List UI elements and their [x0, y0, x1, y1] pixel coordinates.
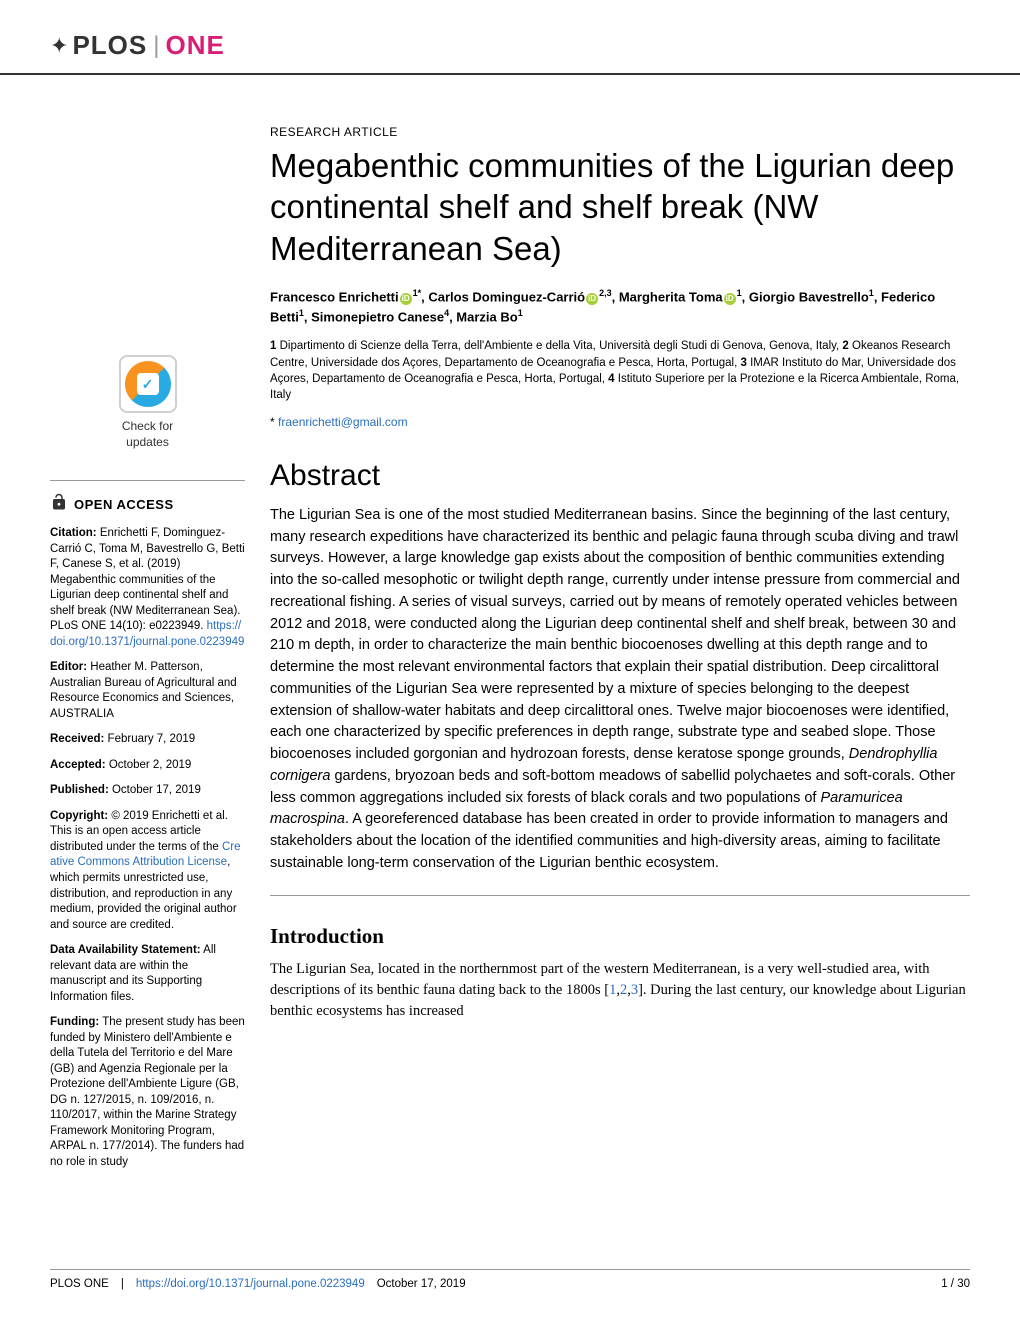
- introduction-heading: Introduction: [270, 924, 970, 949]
- corresponding-email-link[interactable]: fraenrichetti@gmail.com: [278, 415, 408, 429]
- open-access-label: OPEN ACCESS: [74, 497, 174, 512]
- main-container: ✓ Check forupdates OPEN ACCESS Citation:…: [0, 75, 1020, 1180]
- page-footer: PLOS ONE | https://doi.org/10.1371/journ…: [50, 1269, 970, 1290]
- article-title: Megabenthic communities of the Ligurian …: [270, 145, 970, 269]
- introduction-text: The Ligurian Sea, located in the norther…: [270, 959, 970, 1022]
- abstract-text: The Ligurian Sea is one of the most stud…: [270, 505, 970, 875]
- page-header: ✦ PLOS | ONE: [0, 0, 1020, 75]
- article-type-label: RESEARCH ARTICLE: [270, 125, 970, 139]
- accepted-block: Accepted: October 2, 2019: [50, 758, 245, 774]
- published-block: Published: October 17, 2019: [50, 783, 245, 799]
- received-block: Received: February 7, 2019: [50, 732, 245, 748]
- data-availability-block: Data Availability Statement: All relevan…: [50, 943, 245, 1005]
- citation-block: Citation: Enrichetti F, Dominguez-Carrió…: [50, 526, 245, 650]
- editor-block: Editor: Heather M. Patterson, Australian…: [50, 660, 245, 722]
- funding-block: Funding: The present study has been fund…: [50, 1015, 245, 1170]
- open-lock-icon: [50, 493, 68, 516]
- authors-list: Francesco EnrichettiiD1*, Carlos Domingu…: [270, 287, 970, 327]
- orcid-icon[interactable]: iD: [400, 293, 412, 305]
- copyright-block: Copyright: © 2019 Enrichetti et al. This…: [50, 809, 245, 933]
- article-content: RESEARCH ARTICLE Megabenthic communities…: [270, 75, 970, 1180]
- abstract-heading: Abstract: [270, 459, 970, 493]
- crossmark-icon: ✓: [125, 361, 171, 407]
- orcid-icon[interactable]: iD: [586, 293, 598, 305]
- footer-date: October 17, 2019: [377, 1278, 466, 1290]
- corresponding-author: * fraenrichetti@gmail.com: [270, 415, 970, 429]
- logo-divider: |: [153, 32, 159, 60]
- check-updates-badge[interactable]: ✓ Check forupdates: [50, 355, 245, 450]
- open-access-badge: OPEN ACCESS: [50, 493, 245, 516]
- sidebar-divider: [50, 480, 245, 481]
- orcid-icon[interactable]: iD: [724, 293, 736, 305]
- sidebar: ✓ Check forupdates OPEN ACCESS Citation:…: [50, 75, 270, 1180]
- footer-journal: PLOS ONE: [50, 1278, 109, 1290]
- footer-separator: |: [121, 1278, 124, 1290]
- affiliations-list: 1 Dipartimento di Scienze della Terra, d…: [270, 338, 970, 402]
- logo-decoration-icon: ✦: [50, 33, 66, 59]
- footer-page-number: 1 / 30: [941, 1278, 970, 1290]
- logo-plos-text: PLOS: [72, 30, 147, 61]
- logo-one-text: ONE: [165, 30, 224, 61]
- check-updates-label: Check forupdates: [50, 419, 245, 450]
- footer-doi-link[interactable]: https://doi.org/10.1371/journal.pone.022…: [136, 1278, 365, 1290]
- section-divider: [270, 895, 970, 896]
- journal-logo: ✦ PLOS | ONE: [50, 30, 970, 61]
